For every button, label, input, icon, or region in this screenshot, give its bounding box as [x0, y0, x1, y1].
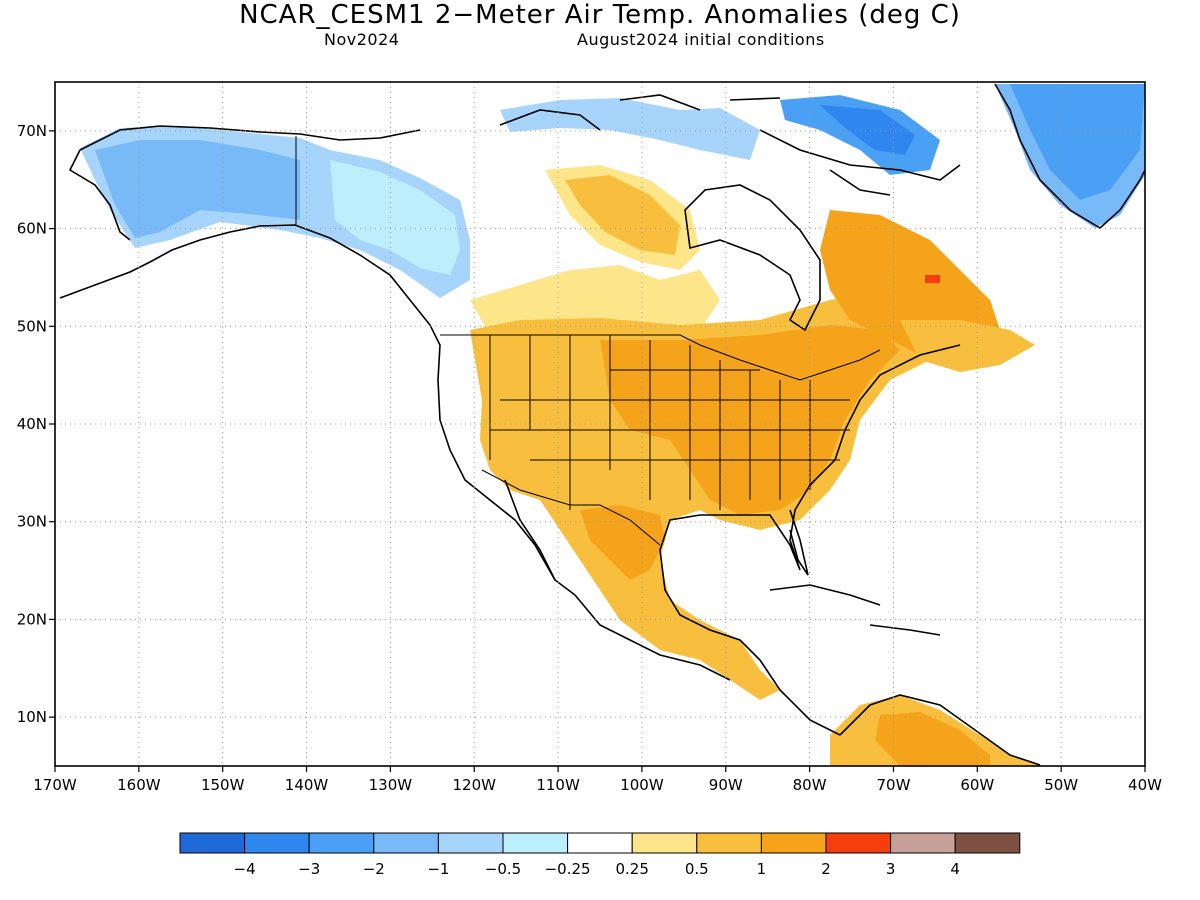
lat-label: 60N: [17, 220, 47, 238]
legend-swatch: [825, 832, 892, 854]
legend-label: 2: [821, 860, 831, 878]
legend-swatch: [696, 832, 762, 854]
baffin-cool-core: [820, 105, 915, 155]
lon-label: 70W: [877, 776, 911, 794]
legend-swatch: [437, 832, 504, 854]
legend-swatch: [179, 832, 246, 854]
lon-label: 130W: [369, 776, 413, 794]
florida-coast: [789, 509, 809, 576]
baja-coast: [504, 479, 556, 581]
arctic-islands: [499, 94, 961, 196]
lon-label: 110W: [536, 776, 580, 794]
lon-label: 50W: [1044, 776, 1078, 794]
lat-label: 30N: [17, 513, 47, 531]
lon-label: 120W: [452, 776, 496, 794]
lat-label: 50N: [17, 317, 47, 335]
us-mexico-border: [481, 469, 661, 546]
cuba-islands: [769, 584, 941, 636]
legend-label: 3: [886, 860, 896, 878]
legend-swatch: [631, 832, 698, 854]
legend-label: −2: [363, 860, 385, 878]
lon-label: 40W: [1128, 776, 1162, 794]
lon-label: 80W: [793, 776, 827, 794]
lat-label: 40N: [17, 415, 47, 433]
warm-spot-red: [925, 275, 940, 283]
lon-label: 170W: [33, 776, 77, 794]
us-state-lines: [489, 335, 850, 510]
alaska-coastline: [59, 125, 576, 596]
legend-swatch: [502, 832, 569, 854]
legend-label: −3: [298, 860, 320, 878]
mexico-warm-core: [580, 505, 665, 580]
color-legend: −4 −3 −2 −1 −0.5 −0.25 0.25 0.5 1 2 3 4: [179, 832, 1021, 878]
legend-swatch: [890, 832, 956, 854]
prairie-warm: [470, 265, 720, 335]
lat-label: 20N: [17, 610, 47, 628]
coastlines: [59, 83, 1145, 766]
legend-label: −0.5: [485, 860, 521, 878]
legend-swatch: [308, 832, 375, 854]
hudson-bay-coastline: [684, 184, 821, 332]
south-america-coast: [839, 694, 1041, 766]
greenland-coast: [994, 83, 1145, 229]
lon-label: 60W: [960, 776, 994, 794]
legend-label: 4: [950, 860, 960, 878]
alaska-cool-core: [95, 140, 300, 238]
lon-label: 140W: [285, 776, 329, 794]
greenland-cool-core: [1010, 84, 1145, 200]
legend-swatch: [373, 832, 439, 854]
map-title: NCAR_CESM1 2−Meter Air Temp. Anomalies (…: [239, 0, 961, 30]
legend-swatch: [244, 832, 310, 854]
legend-label: −1: [427, 860, 449, 878]
bc-cool: [330, 160, 460, 275]
lat-label: 10N: [17, 708, 47, 726]
labrador-warm: [900, 320, 1035, 372]
legend-label: −0.25: [545, 860, 591, 878]
legend-swatch: [567, 832, 633, 854]
latitude-labels: 70N 60N 50N 40N 30N 20N 10N: [17, 122, 55, 726]
hudson-warm-core: [565, 175, 680, 255]
lat-lon-grid: [55, 82, 1145, 766]
mexico-west-coast: [574, 594, 731, 681]
lon-label: 150W: [201, 776, 245, 794]
legend-swatch: [760, 832, 827, 854]
legend-label: −4: [234, 860, 256, 878]
initial-conditions-label: August2024 initial conditions: [577, 30, 825, 49]
lon-label: 90W: [709, 776, 743, 794]
east-coast: [659, 344, 961, 736]
legend-label: 0.25: [615, 860, 648, 878]
longitude-labels: 170W 160W 150W 140W 130W 120W 110W 100W 90W 80W 70…: [33, 766, 1162, 794]
political-boundaries: [295, 136, 881, 546]
south-america-warm-core: [875, 712, 990, 766]
legend-label: 0.5: [685, 860, 709, 878]
lon-label: 100W: [620, 776, 664, 794]
lat-label: 70N: [17, 122, 47, 140]
arctic-cool: [500, 98, 760, 160]
forecast-month: Nov2024: [324, 30, 400, 49]
us-canada-border: [440, 334, 881, 381]
anomaly-shading: [80, 84, 1145, 766]
lon-label: 160W: [117, 776, 161, 794]
legend-label: 1: [757, 860, 767, 878]
legend-swatch: [954, 832, 1021, 854]
map-content: [55, 82, 1145, 766]
